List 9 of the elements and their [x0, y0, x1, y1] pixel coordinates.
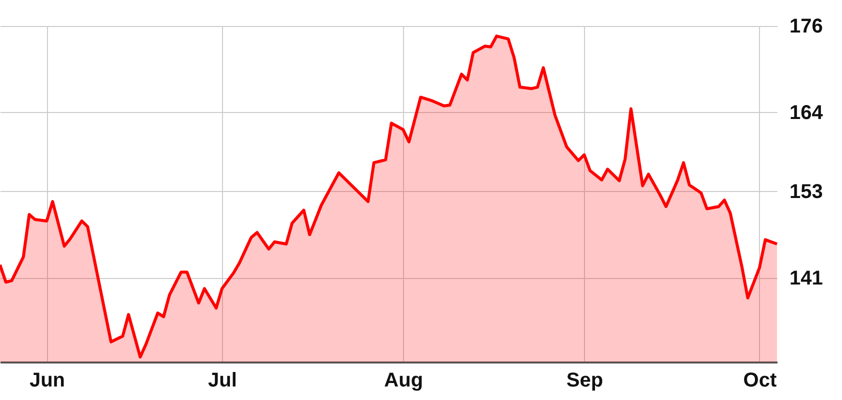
y-tick-label: 153 [790, 180, 823, 203]
y-tick-label: 176 [790, 16, 823, 38]
y-tick-label: 141 [790, 267, 823, 290]
y-tick-label: 164 [790, 102, 824, 124]
x-tick-label: Jul [208, 370, 237, 392]
x-tick-label: Sep [566, 370, 604, 392]
x-tick-label: Oct [743, 370, 777, 392]
x-tick-label: Aug [384, 370, 424, 392]
x-tick-label: Jun [29, 370, 66, 392]
